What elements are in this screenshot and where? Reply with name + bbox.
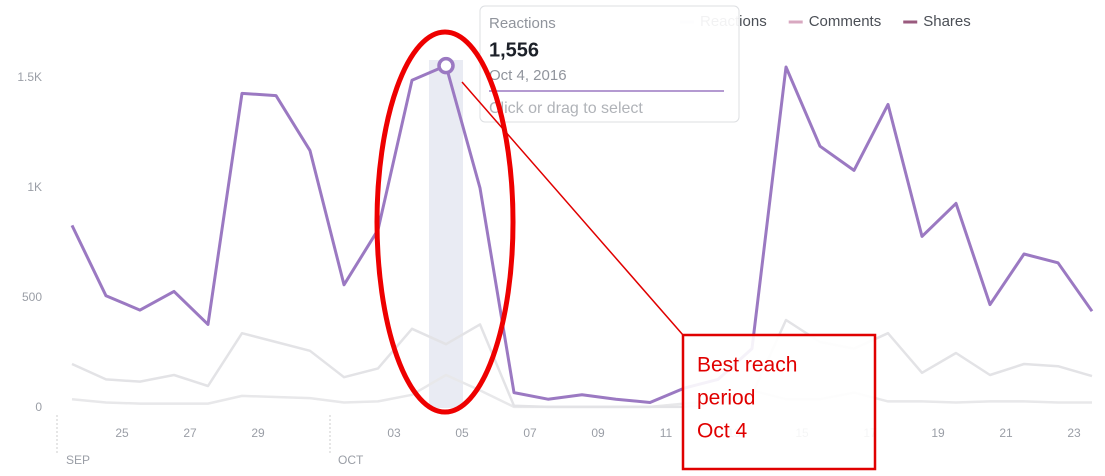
- annotation-box: [681, 333, 877, 471]
- highlight-point: [437, 56, 455, 75]
- y-tick-label: 1.5K: [17, 70, 42, 84]
- x-tick-label: 03: [387, 426, 401, 440]
- x-tick-label: 29: [251, 426, 265, 440]
- x-tick-label: 21: [999, 426, 1013, 440]
- annotation-text: Oct 4: [697, 420, 748, 443]
- y-tick-label: 1K: [27, 180, 42, 194]
- tooltip-date: Oct 4, 2016: [489, 67, 567, 84]
- highlight-band: [429, 60, 463, 408]
- tooltip-value: 1,556: [489, 39, 539, 61]
- annotation-ellipse: [374, 29, 516, 415]
- y-tick-label: 500: [22, 290, 42, 304]
- x-tick-label: 05: [455, 426, 469, 440]
- x-tick-label: 11: [660, 426, 673, 440]
- month-label: SEP: [66, 453, 90, 467]
- series-line: [71, 318, 1093, 409]
- annotation-text: Best reach: [697, 354, 797, 377]
- x-tick-label: 23: [1067, 426, 1081, 440]
- tooltip-hint: Click or drag to select: [489, 100, 643, 117]
- series-line: [70, 64, 1094, 404]
- month-label: OCT: [338, 453, 364, 467]
- x-tick-label: 07: [523, 426, 537, 440]
- legend-label: Comments: [809, 13, 882, 30]
- y-tick-label: 0: [35, 400, 42, 414]
- series-line: [71, 373, 1092, 409]
- legend-label: Shares: [923, 13, 971, 30]
- annotation-pointer: [461, 81, 684, 336]
- x-tick-label: 19: [931, 426, 945, 440]
- x-tick-label: 27: [183, 426, 197, 440]
- x-tick-label: 09: [591, 426, 605, 440]
- tooltip-title: Reactions: [489, 15, 556, 32]
- x-tick-label: 25: [115, 426, 129, 440]
- annotation-text: period: [697, 387, 755, 410]
